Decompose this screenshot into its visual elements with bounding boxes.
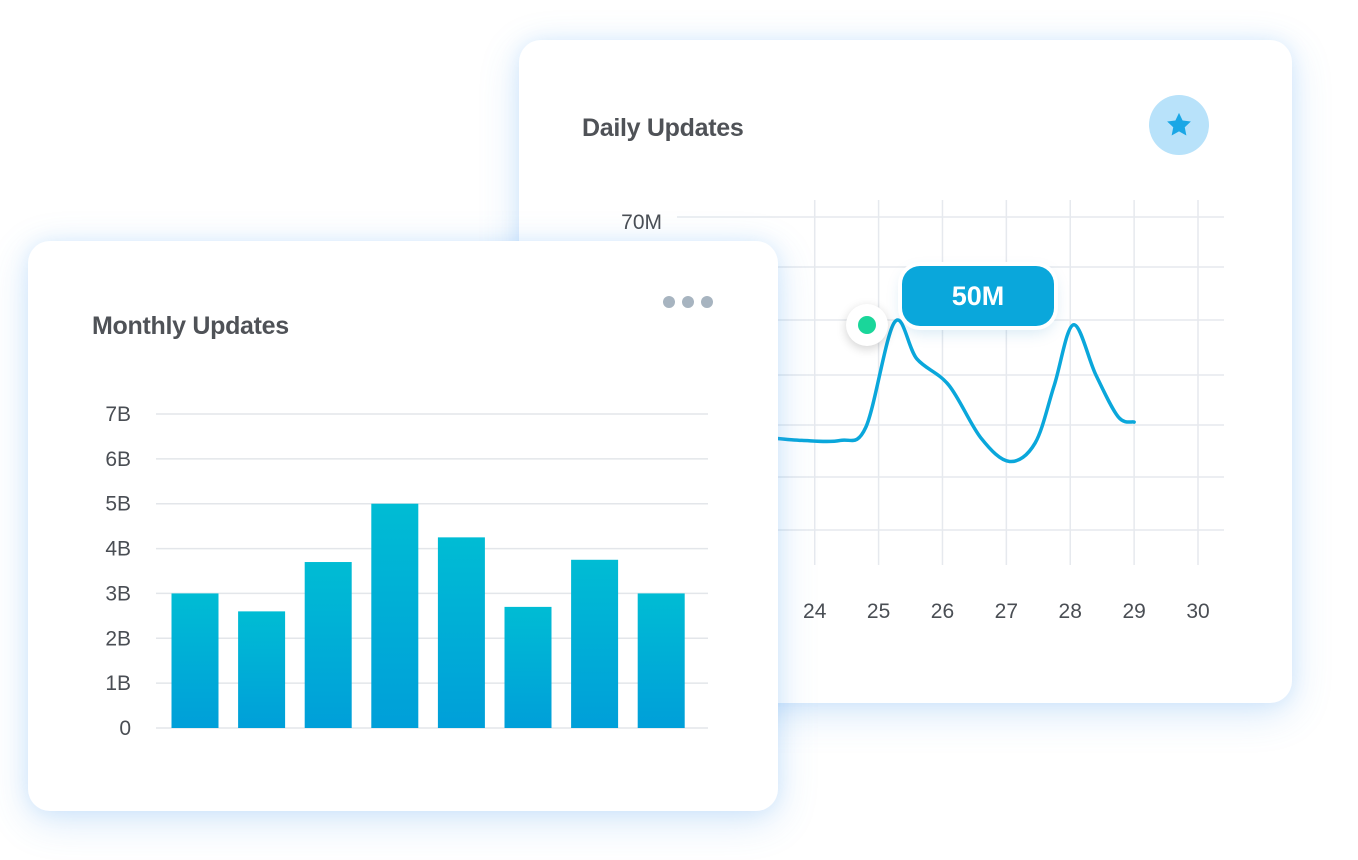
bar (238, 611, 286, 728)
bar (371, 503, 419, 728)
y-tick-label: 6B (105, 448, 131, 471)
y-tick-label: 0 (119, 717, 131, 740)
bar (637, 593, 685, 728)
monthly-updates-bar-chart: 0 1B 2B 3B 4B 5B 6B 7B (105, 403, 708, 740)
series-line (768, 318, 1136, 464)
highlight-point-dot (858, 316, 876, 334)
y-tick-label: 70M (621, 211, 662, 234)
star-icon (1167, 112, 1191, 136)
more-options-button[interactable] (648, 291, 728, 313)
value-tooltip: 50M (902, 266, 1054, 326)
x-tick-label: 29 (1122, 600, 1145, 623)
y-tick-label: 3B (105, 582, 131, 605)
x-tick-label: 27 (995, 600, 1018, 623)
x-tick-label: 30 (1186, 600, 1209, 623)
x-tick-label: 28 (1059, 600, 1082, 623)
x-tick-label: 24 (803, 600, 827, 623)
y-tick-label: 5B (105, 493, 131, 516)
more-dots-icon (663, 296, 675, 308)
y-tick-label: 2B (105, 627, 131, 650)
daily-updates-title: Daily Updates (582, 114, 744, 142)
monthly-updates-card: Monthly Updates 0 1B 2B 3B 4B 5B 6B 7B (28, 241, 778, 811)
favorite-button[interactable] (1149, 95, 1209, 155)
bar (437, 537, 485, 728)
bar (504, 606, 552, 728)
y-tick-label: 4B (105, 538, 131, 561)
bar (304, 562, 352, 728)
x-tick-label: 26 (931, 600, 954, 623)
y-tick-label: 1B (105, 672, 131, 695)
bar (171, 593, 219, 728)
y-tick-label: 7B (105, 403, 131, 426)
x-tick-label: 25 (867, 600, 890, 623)
highlight-point-marker[interactable] (846, 304, 888, 346)
bar (571, 559, 619, 728)
monthly-updates-title: Monthly Updates (92, 312, 289, 340)
more-dots-icon (682, 296, 694, 308)
more-dots-icon (701, 296, 713, 308)
